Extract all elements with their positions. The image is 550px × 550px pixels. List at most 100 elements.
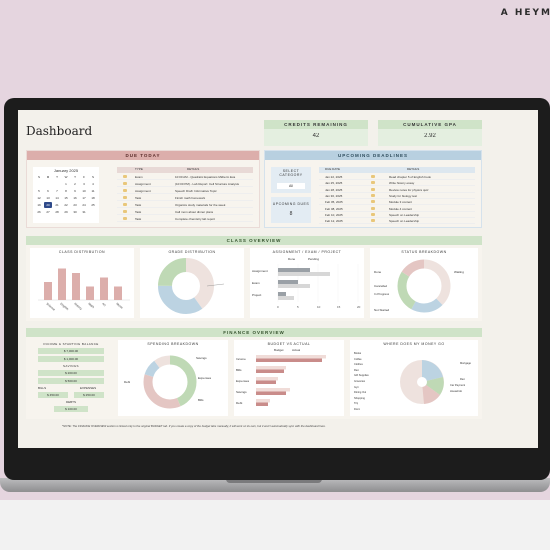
class-bar xyxy=(72,273,80,300)
calendar-day[interactable]: 8 xyxy=(65,189,67,193)
class-bar xyxy=(86,286,94,300)
calendar-day[interactable]: 9 xyxy=(74,189,76,193)
spending-label-savings: Savings xyxy=(196,356,207,360)
row-checkbox[interactable] xyxy=(123,196,127,199)
row-checkbox[interactable] xyxy=(371,206,375,210)
table-row[interactable]: Assignment Speech Draft: Informative Topi… xyxy=(117,188,253,194)
calendar-day[interactable]: 22 xyxy=(64,203,68,207)
table-row[interactable]: Assignment (10:00 PM) - Lab Report: Cell … xyxy=(117,181,253,187)
row-checkbox[interactable] xyxy=(123,203,127,206)
calendar-day[interactable] xyxy=(53,181,61,187)
calendar-day[interactable]: 17 xyxy=(82,196,86,200)
actual-bar xyxy=(256,391,286,395)
spending-donut xyxy=(143,355,197,409)
table-row[interactable]: Feb 12, 2025 Speech on Leadership xyxy=(319,218,475,225)
category-select-value[interactable]: All xyxy=(277,183,305,189)
row-checkbox[interactable] xyxy=(371,187,375,191)
table-row[interactable]: Jan 30, 2025 Study for biology test xyxy=(319,193,475,199)
row-checkbox[interactable] xyxy=(371,193,375,197)
calendar-day[interactable]: 18 xyxy=(91,196,95,200)
row-date: Feb 05, 2025 xyxy=(325,200,343,205)
calendar-day[interactable]: 27 xyxy=(46,210,50,214)
row-checkbox[interactable] xyxy=(371,212,375,216)
calendar-day[interactable]: 13 xyxy=(46,196,50,200)
row-checkbox[interactable] xyxy=(123,189,127,192)
calendar-day[interactable]: 14 xyxy=(55,196,59,200)
money-label: Dining Out xyxy=(354,391,367,395)
calendar-day[interactable] xyxy=(89,209,97,215)
table-row[interactable]: Task Finish math homework xyxy=(117,195,253,201)
budget-bar xyxy=(256,377,278,381)
weekday-label: W xyxy=(64,175,68,179)
calendar-day[interactable]: 5 xyxy=(38,189,40,193)
category-select[interactable]: SELECT CATEGORY All xyxy=(271,167,311,193)
calendar-day[interactable]: 12 xyxy=(37,196,41,200)
class-distribution-chart: Science English History Math Art Music xyxy=(38,268,130,312)
row-checkbox[interactable] xyxy=(123,182,127,185)
row-checkbox[interactable] xyxy=(371,219,375,223)
bills-value: $ 450.00 xyxy=(38,392,68,398)
class-bar xyxy=(100,277,108,300)
calendar-day[interactable]: 21 xyxy=(55,203,59,207)
calendar-day[interactable] xyxy=(44,181,52,187)
table-row[interactable]: Jan 28, 2025 Review notes for physics qui… xyxy=(319,187,475,193)
row-details: Speech Draft: Informative Topic xyxy=(175,189,217,193)
calendar-day[interactable]: 25 xyxy=(91,203,95,207)
row-type: Task xyxy=(135,217,142,221)
calendar-day[interactable]: 4 xyxy=(92,182,94,186)
row-checkbox[interactable] xyxy=(123,210,127,213)
calendar-day[interactable]: 10 xyxy=(82,189,86,193)
calendar-day[interactable]: 20 xyxy=(44,202,52,208)
row-details: Read chapter 5 of English book xyxy=(389,175,431,179)
table-row[interactable]: Jan 22, 2025 Read chapter 5 of English bo… xyxy=(319,174,475,180)
table-row[interactable]: Feb 10, 2025 Speech on Leadership xyxy=(319,212,475,218)
legend-done: Done xyxy=(288,257,296,261)
budget-bar xyxy=(256,355,326,359)
actual-bar xyxy=(256,369,284,373)
table-row[interactable]: Task Organize study materials for the wee… xyxy=(117,202,253,208)
calendar-day[interactable]: 3 xyxy=(83,182,85,186)
calendar-day[interactable]: 2 xyxy=(74,182,76,186)
table-row[interactable]: Feb 08, 2025 Module 4 content xyxy=(319,206,475,212)
row-details: Review notes for physics quiz xyxy=(389,187,429,192)
calendar: January 2025 S M T W T F S 1 2 3 4 5 6 7 8 9 10 11 12 13 14 1… xyxy=(33,167,99,223)
laptop-notch xyxy=(226,478,322,483)
table-row[interactable]: Jan 25, 2025 Write history essay xyxy=(319,180,475,187)
row-checkbox[interactable] xyxy=(371,200,375,204)
calendar-day[interactable]: 29 xyxy=(64,210,68,214)
table-row[interactable]: Feb 05, 2025 Module 3 content xyxy=(319,199,475,206)
row-date: Feb 08, 2025 xyxy=(325,206,343,211)
money-label: Gift Supplies xyxy=(354,374,369,378)
calendar-day[interactable]: 15 xyxy=(64,196,68,200)
budget-bar xyxy=(256,366,286,370)
income-value-2: $ 1,000.00 xyxy=(38,356,104,362)
table-row[interactable]: Exam 10:00 AM - Quadratic Equations Midte… xyxy=(117,174,253,180)
calendar-day[interactable]: 31 xyxy=(82,210,86,214)
budget-category: Savings xyxy=(236,390,247,394)
table-row[interactable]: Task Call mom about dinner plans xyxy=(117,209,253,215)
calendar-day[interactable]: 11 xyxy=(91,189,95,193)
calendar-day[interactable]: 26 xyxy=(37,210,41,214)
expenses-value: $ 250.00 xyxy=(74,392,104,398)
calendar-day[interactable]: 1 xyxy=(65,182,67,186)
budget-category: Debt xyxy=(236,401,243,405)
table-row[interactable]: Task Complete chemistry lab report xyxy=(117,216,253,222)
row-checkbox[interactable] xyxy=(371,181,375,185)
calendar-day[interactable]: 7 xyxy=(56,189,58,193)
calendar-day[interactable]: 30 xyxy=(73,210,77,214)
calendar-day[interactable] xyxy=(35,181,43,187)
calendar-day[interactable]: 23 xyxy=(73,203,77,207)
calendar-day[interactable]: 19 xyxy=(37,203,41,207)
pending-bar xyxy=(278,296,294,300)
grade-distribution-card: GRADE DISTRIBUTION xyxy=(140,248,244,318)
budget-card: BUDGET VS ACTUAL Budget Actual Income Bil… xyxy=(234,340,344,416)
row-checkbox[interactable] xyxy=(123,217,127,220)
calendar-day[interactable]: 28 xyxy=(55,210,59,214)
assignment-title: ASSIGNMENT / EXAM / PROJECT xyxy=(272,250,342,254)
row-checkbox[interactable] xyxy=(371,175,375,178)
calendar-day[interactable]: 6 xyxy=(47,189,49,193)
class-tick-label: History xyxy=(73,302,83,311)
calendar-day[interactable]: 24 xyxy=(82,203,86,207)
calendar-day[interactable]: 16 xyxy=(73,196,77,200)
row-checkbox[interactable] xyxy=(123,175,127,178)
